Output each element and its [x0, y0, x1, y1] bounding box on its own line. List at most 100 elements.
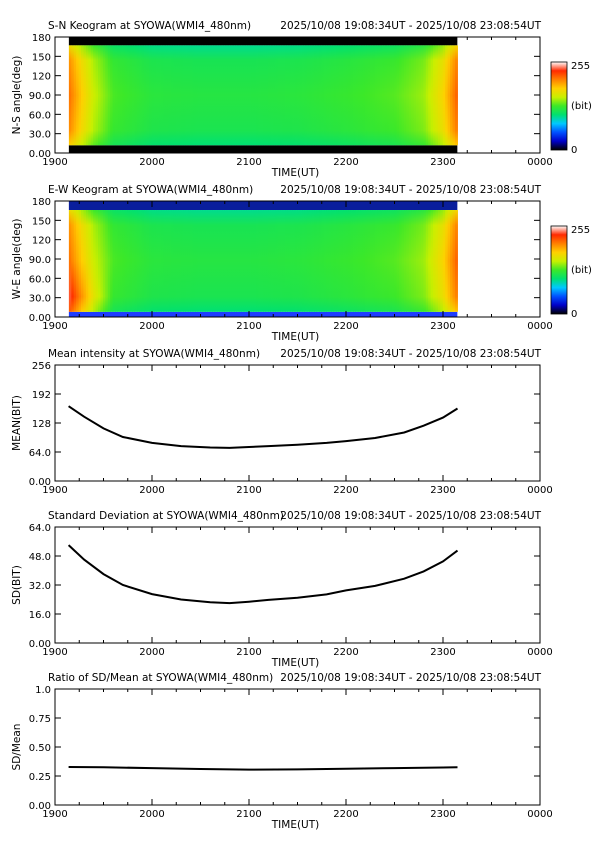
keogram-column: [433, 45, 437, 146]
keogram-column: [399, 210, 403, 312]
keogram-column: [163, 45, 167, 146]
y-tick-label: 32.0: [29, 581, 51, 592]
keogram-column: [386, 45, 390, 146]
keogram-column: [144, 45, 148, 146]
keogram-column: [343, 45, 347, 146]
keogram-column: [401, 210, 405, 312]
keogram-column: [117, 45, 121, 146]
keogram-column: [73, 45, 77, 146]
keogram-column: [146, 210, 150, 312]
keogram-column: [115, 45, 119, 146]
keogram-column: [442, 45, 446, 146]
x-tick-label: 2000: [139, 321, 164, 332]
keogram-column: [190, 45, 194, 146]
colorbar-unit: (bit): [571, 101, 592, 112]
keogram-column: [321, 45, 325, 146]
keogram-column: [267, 210, 271, 312]
keogram-column: [148, 45, 153, 146]
keogram-column: [71, 210, 75, 312]
y-tick-label: 192: [32, 390, 51, 401]
chart-time-range: 2025/10/08 19:08:34UT - 2025/10/08 23:08…: [280, 184, 541, 196]
keogram-column: [304, 45, 308, 146]
keogram-column: [406, 210, 410, 312]
keogram-column: [248, 45, 252, 146]
y-tick-label: 180: [32, 33, 51, 44]
keogram-column: [175, 45, 179, 146]
y-tick-label: 0.00: [29, 477, 51, 488]
x-tick-label: 2200: [333, 809, 358, 820]
y-tick-label: 64.0: [29, 448, 51, 459]
keogram-column: [403, 45, 407, 146]
y-tick-label: 90.0: [29, 91, 51, 102]
keogram-column: [428, 45, 432, 146]
keogram-column: [357, 210, 361, 312]
keogram-column: [352, 45, 356, 146]
keogram-column: [418, 45, 422, 146]
keogram-column: [236, 45, 240, 146]
keogram-column: [340, 210, 344, 312]
keogram-column: [134, 45, 138, 146]
y-tick-label: 120: [32, 72, 51, 83]
x-axis-label: TIME(UT): [271, 167, 320, 179]
keogram-column: [277, 210, 281, 312]
x-tick-label: 2100: [236, 485, 261, 496]
keogram-column: [95, 210, 99, 312]
keogram-column: [335, 45, 339, 146]
series-line: [68, 766, 458, 771]
colorbar: [550, 225, 568, 315]
keogram-column: [209, 45, 213, 146]
keogram-column: [76, 210, 80, 312]
keogram-column: [131, 210, 136, 312]
keogram-column: [396, 210, 400, 312]
keogram-column: [343, 210, 347, 312]
keogram-column: [88, 45, 92, 146]
keogram-column: [178, 45, 182, 146]
y-tick-label: 180: [32, 197, 51, 208]
keogram-column: [182, 210, 187, 312]
keogram-column: [442, 210, 446, 312]
keogram-column: [102, 45, 106, 146]
keogram-column: [280, 45, 284, 146]
keogram-column: [292, 45, 296, 146]
keogram-column: [362, 210, 366, 312]
x-tick-label: 2200: [333, 485, 358, 496]
keogram-column: [78, 45, 82, 146]
keogram-column: [214, 45, 218, 146]
keogram-column: [277, 45, 281, 146]
keogram-column: [241, 210, 245, 312]
keogram-column: [81, 210, 85, 312]
keogram-column: [151, 45, 155, 146]
keogram-column: [241, 45, 245, 146]
keogram-column: [238, 210, 242, 312]
keogram-column: [275, 45, 279, 146]
series-line: [68, 405, 459, 449]
keogram-column: [221, 210, 225, 312]
x-tick-label: 2000: [139, 809, 164, 820]
keogram-column: [374, 45, 378, 146]
keogram-column: [148, 210, 153, 312]
keogram-column: [333, 45, 337, 146]
sn-keogram-panel: S-N Keogram at SYOWA(WMI4_480nm) 2025/10/…: [11, 20, 592, 179]
keogram-column: [321, 210, 325, 312]
keogram-column: [98, 45, 102, 146]
keogram-column: [161, 45, 165, 146]
keogram-column: [282, 45, 286, 146]
keogram-bottom-band: [68, 145, 458, 153]
keogram-column: [382, 45, 386, 146]
keogram-column: [430, 45, 434, 146]
keogram-column: [326, 45, 330, 146]
keogram-column: [314, 210, 318, 312]
keogram-column: [365, 45, 369, 146]
keogram-column: [122, 210, 126, 312]
keogram-column: [399, 45, 403, 146]
keogram-column: [420, 210, 424, 312]
keogram-column: [180, 210, 184, 312]
keogram-column: [243, 45, 247, 146]
keogram-column: [219, 45, 223, 146]
keogram-column: [287, 210, 291, 312]
keogram-column: [413, 45, 417, 146]
keogram-column: [110, 45, 114, 146]
y-tick-label: 30.0: [29, 130, 51, 141]
keogram-column: [139, 210, 143, 312]
keogram-top-band: [68, 201, 458, 211]
